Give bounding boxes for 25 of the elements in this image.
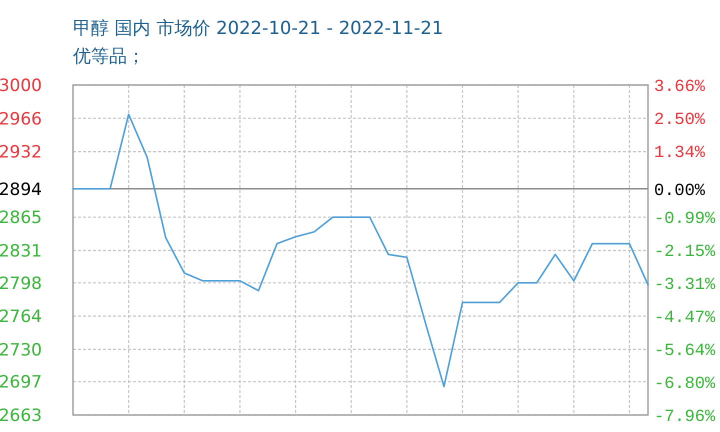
line-series — [72, 114, 649, 388]
y2-tick-label: 3.66% — [654, 78, 706, 97]
chart-subtitle: 优等品； — [73, 46, 145, 67]
y2-tick-label: -4.47% — [654, 308, 716, 328]
y-tick-label: 2894 — [0, 180, 42, 200]
y-tick-label: 2663 — [0, 406, 42, 426]
y-tick-label: 2865 — [0, 208, 42, 228]
y-tick-label: 3000 — [0, 76, 42, 96]
y-tick-label: 2798 — [0, 274, 42, 294]
chart-title: 甲醇 国内 市场价 2022-10-21 - 2022-11-21 — [73, 18, 444, 39]
y2-tick-label: -7.96% — [654, 408, 716, 427]
y2-tick-label: -5.64% — [654, 342, 716, 362]
y-tick-label: 2932 — [0, 142, 42, 163]
y2-tick-label: 0.00% — [654, 182, 706, 201]
y2-tick-label: -6.80% — [654, 375, 716, 394]
y2-tick-label: -2.15% — [654, 243, 716, 262]
y-tick-label: 2966 — [0, 109, 42, 130]
y2-tick-label: -0.99% — [654, 210, 716, 230]
y-tick-label: 2730 — [0, 340, 42, 360]
y2-tick-label: 1.34% — [654, 144, 706, 163]
y-tick-label: 2831 — [0, 241, 42, 262]
y2-tick-label: -3.31% — [654, 276, 716, 295]
y-tick-label: 2764 — [0, 307, 42, 328]
y2-tick-label: 2.50% — [654, 110, 706, 130]
y-tick-label: 2697 — [0, 372, 42, 393]
